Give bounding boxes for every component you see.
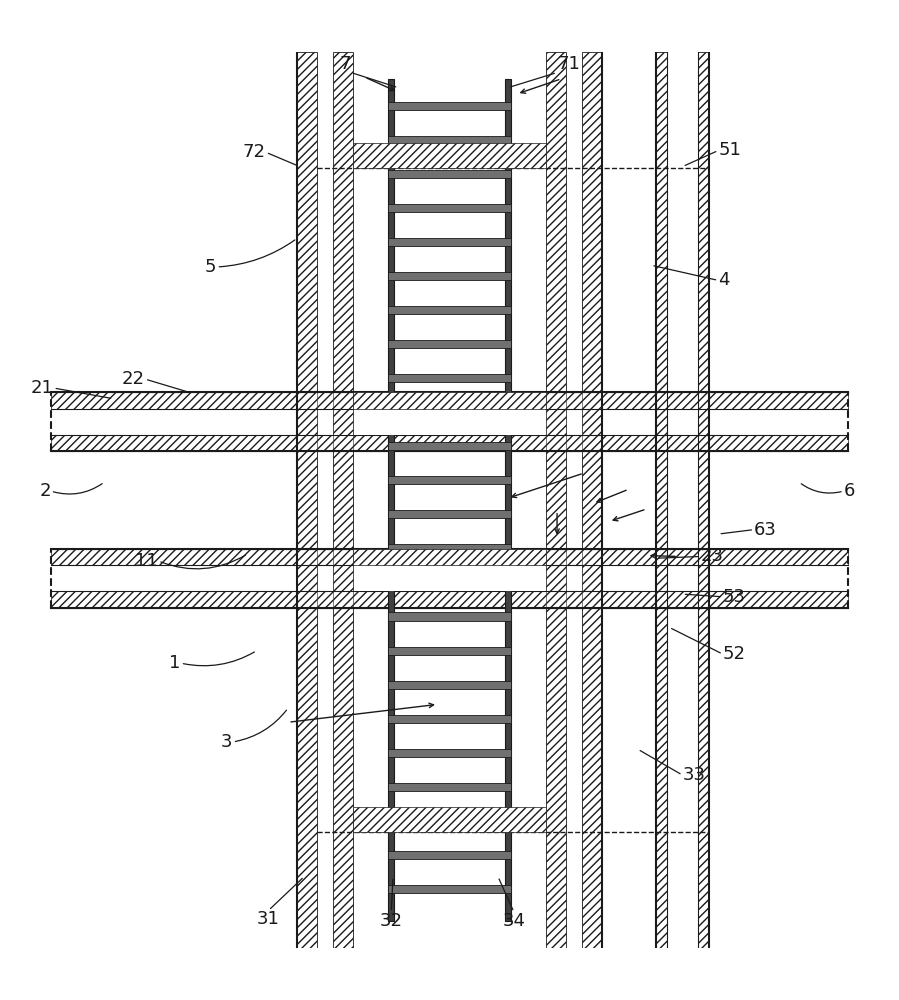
Text: 3: 3 bbox=[221, 733, 233, 751]
Text: 53: 53 bbox=[723, 588, 746, 606]
Bar bbox=[388, 79, 395, 921]
Bar bbox=[50, 409, 849, 435]
Bar bbox=[353, 565, 546, 591]
Text: 51: 51 bbox=[718, 141, 742, 159]
Bar bbox=[50, 549, 849, 565]
Bar bbox=[388, 578, 511, 586]
Bar bbox=[388, 272, 511, 280]
Text: 52: 52 bbox=[723, 645, 746, 663]
Bar bbox=[298, 392, 316, 451]
Bar bbox=[583, 549, 601, 608]
Bar bbox=[333, 549, 352, 608]
Text: 34: 34 bbox=[503, 912, 526, 930]
Bar bbox=[388, 476, 511, 484]
Bar bbox=[388, 238, 511, 246]
Bar bbox=[583, 52, 601, 948]
Bar bbox=[388, 102, 511, 110]
Text: 71: 71 bbox=[557, 55, 580, 73]
Text: 72: 72 bbox=[243, 143, 266, 161]
Text: 4: 4 bbox=[718, 271, 730, 289]
Bar bbox=[352, 807, 547, 832]
Bar bbox=[333, 52, 352, 948]
Bar bbox=[298, 52, 316, 948]
Bar bbox=[316, 52, 333, 948]
Bar bbox=[50, 565, 849, 591]
Bar bbox=[353, 409, 546, 435]
Bar bbox=[50, 392, 849, 409]
Bar bbox=[352, 52, 547, 948]
Bar bbox=[388, 374, 511, 382]
Bar bbox=[655, 549, 667, 608]
Bar bbox=[388, 136, 511, 144]
Bar bbox=[583, 392, 601, 451]
Bar bbox=[388, 442, 511, 450]
Bar bbox=[388, 204, 511, 212]
Text: 31: 31 bbox=[257, 910, 280, 928]
Text: 63: 63 bbox=[754, 521, 777, 539]
Bar bbox=[547, 392, 566, 451]
Bar bbox=[388, 510, 511, 518]
Bar bbox=[698, 52, 709, 948]
Text: 1: 1 bbox=[169, 654, 181, 672]
Bar bbox=[388, 306, 511, 314]
Bar bbox=[388, 851, 511, 859]
Bar bbox=[655, 392, 667, 451]
Text: 23: 23 bbox=[700, 547, 724, 565]
Bar bbox=[698, 392, 709, 451]
Text: 22: 22 bbox=[121, 370, 145, 388]
Bar bbox=[504, 79, 511, 921]
Bar bbox=[352, 392, 547, 409]
Bar bbox=[388, 340, 511, 348]
Text: 32: 32 bbox=[379, 912, 403, 930]
Bar bbox=[667, 52, 698, 948]
Text: 2: 2 bbox=[40, 482, 50, 500]
Bar bbox=[388, 749, 511, 757]
Bar bbox=[352, 143, 547, 168]
Bar bbox=[388, 170, 511, 178]
Text: 11: 11 bbox=[136, 552, 158, 570]
Bar bbox=[547, 549, 566, 608]
Bar bbox=[388, 408, 511, 416]
Bar bbox=[50, 435, 849, 451]
Bar bbox=[388, 817, 511, 825]
Bar bbox=[388, 612, 511, 621]
Text: 6: 6 bbox=[844, 482, 855, 500]
Bar bbox=[547, 52, 566, 948]
Bar bbox=[333, 392, 352, 451]
Bar bbox=[388, 715, 511, 723]
Bar bbox=[388, 647, 511, 655]
Text: 21: 21 bbox=[31, 379, 53, 397]
Bar bbox=[388, 681, 511, 689]
Bar bbox=[352, 549, 547, 565]
Text: 7: 7 bbox=[340, 55, 351, 73]
Bar bbox=[566, 52, 583, 948]
Bar bbox=[50, 591, 849, 608]
Bar bbox=[655, 52, 667, 948]
Text: 5: 5 bbox=[205, 258, 217, 276]
Bar bbox=[698, 549, 709, 608]
Text: 33: 33 bbox=[682, 766, 706, 784]
Bar bbox=[298, 549, 316, 608]
Bar bbox=[388, 885, 511, 893]
Bar bbox=[388, 544, 511, 552]
Bar bbox=[388, 783, 511, 791]
